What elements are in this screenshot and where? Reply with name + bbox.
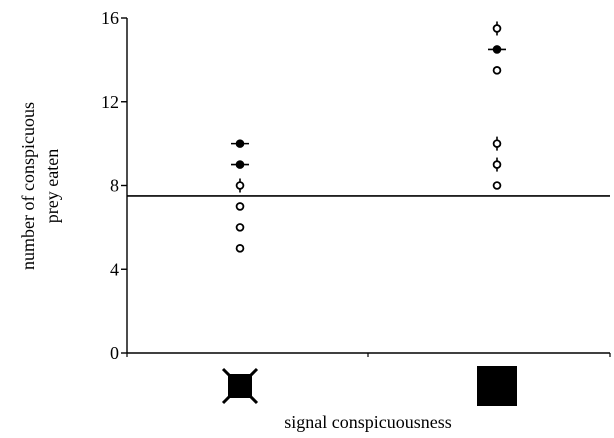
marker-dot	[235, 181, 245, 190]
data-point	[235, 178, 245, 193]
marker-dot	[492, 139, 502, 148]
marker-dot	[235, 160, 245, 169]
data-point	[492, 21, 502, 36]
y-tick-label: 4	[110, 259, 119, 279]
data-point	[488, 45, 506, 54]
marker-dot	[235, 202, 245, 211]
marker-dot	[492, 45, 502, 54]
y-axis-title-line-1: number of conspicuous	[18, 102, 38, 270]
marker-dot	[492, 181, 502, 190]
icon-cross-stroke	[221, 367, 259, 405]
data-point	[231, 139, 249, 148]
category-icons	[221, 366, 517, 406]
x-axis	[126, 352, 611, 357]
y-tick-label: 12	[101, 92, 119, 112]
y-tick-label: 0	[110, 343, 119, 363]
marker-dot	[492, 160, 502, 169]
y-tick-label: 16	[101, 8, 119, 28]
marker-dot	[235, 244, 245, 253]
data-point	[492, 157, 502, 172]
data-point	[492, 181, 502, 190]
marker-dot	[492, 24, 502, 33]
black-square-with-cross-icon	[221, 367, 259, 405]
marker-dot	[235, 139, 245, 148]
black-square-icon	[477, 366, 517, 406]
x-axis-title: signal conspicuousness	[284, 412, 451, 432]
marker-dot	[235, 223, 245, 232]
data-point	[492, 66, 502, 75]
data-point	[231, 160, 249, 169]
data-point	[235, 202, 245, 211]
marker-dot	[492, 66, 502, 75]
data-points	[231, 21, 506, 253]
data-point	[492, 136, 502, 151]
y-axis-title-line-2: prey eaten	[42, 149, 62, 223]
y-axis: 0 4 8 12 16	[101, 8, 128, 363]
y-tick-label: 8	[110, 176, 119, 196]
data-point	[235, 223, 245, 232]
data-point	[235, 244, 245, 253]
icon-square	[477, 366, 517, 406]
